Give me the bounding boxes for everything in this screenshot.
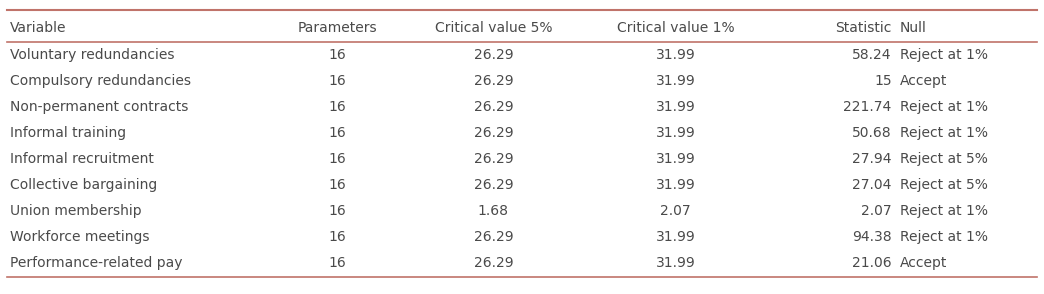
Text: Compulsory redundancies: Compulsory redundancies [9, 74, 191, 88]
Text: 31.99: 31.99 [656, 100, 695, 114]
Text: Reject at 1%: Reject at 1% [900, 100, 988, 114]
Text: Non-permanent contracts: Non-permanent contracts [9, 100, 188, 114]
Text: Union membership: Union membership [9, 204, 141, 218]
Text: 16: 16 [328, 230, 346, 244]
Text: 16: 16 [328, 178, 346, 192]
Text: 221.74: 221.74 [844, 100, 892, 114]
Text: 27.94: 27.94 [852, 152, 892, 166]
Text: 21.06: 21.06 [852, 256, 892, 270]
Text: Voluntary redundancies: Voluntary redundancies [9, 48, 174, 62]
Text: 31.99: 31.99 [656, 48, 695, 62]
Text: 26.29: 26.29 [474, 126, 514, 140]
Text: 2.07: 2.07 [861, 204, 892, 218]
Text: 26.29: 26.29 [474, 74, 514, 88]
Text: Null: Null [900, 21, 927, 35]
Text: 26.29: 26.29 [474, 152, 514, 166]
Text: 26.29: 26.29 [474, 100, 514, 114]
Text: 26.29: 26.29 [474, 256, 514, 270]
Text: 16: 16 [328, 74, 346, 88]
Text: 2.07: 2.07 [660, 204, 691, 218]
Text: Reject at 5%: Reject at 5% [900, 178, 988, 192]
Text: Informal recruitment: Informal recruitment [9, 152, 153, 166]
Text: 16: 16 [328, 48, 346, 62]
Text: 31.99: 31.99 [656, 230, 695, 244]
Text: Reject at 5%: Reject at 5% [900, 152, 988, 166]
Text: 26.29: 26.29 [474, 178, 514, 192]
Text: 16: 16 [328, 152, 346, 166]
Text: Collective bargaining: Collective bargaining [9, 178, 157, 192]
Text: 16: 16 [328, 204, 346, 218]
Text: 58.24: 58.24 [852, 48, 892, 62]
Text: Reject at 1%: Reject at 1% [900, 48, 988, 62]
Text: Accept: Accept [900, 74, 947, 88]
Text: 16: 16 [328, 126, 346, 140]
Text: 26.29: 26.29 [474, 230, 514, 244]
Text: 15: 15 [874, 74, 892, 88]
Text: Performance-related pay: Performance-related pay [9, 256, 183, 270]
Text: 26.29: 26.29 [474, 48, 514, 62]
Text: 31.99: 31.99 [656, 256, 695, 270]
Text: 31.99: 31.99 [656, 178, 695, 192]
Text: 31.99: 31.99 [656, 152, 695, 166]
Text: Critical value 5%: Critical value 5% [434, 21, 552, 35]
Text: 31.99: 31.99 [656, 126, 695, 140]
Text: 1.68: 1.68 [478, 204, 508, 218]
Text: 16: 16 [328, 256, 346, 270]
Text: Parameters: Parameters [298, 21, 377, 35]
Text: 31.99: 31.99 [656, 74, 695, 88]
Text: 94.38: 94.38 [852, 230, 892, 244]
Text: Statistic: Statistic [835, 21, 892, 35]
Text: Reject at 1%: Reject at 1% [900, 126, 988, 140]
Text: 27.04: 27.04 [852, 178, 892, 192]
Text: Accept: Accept [900, 256, 947, 270]
Text: Critical value 1%: Critical value 1% [617, 21, 734, 35]
Text: 16: 16 [328, 100, 346, 114]
Text: Workforce meetings: Workforce meetings [9, 230, 149, 244]
Text: Reject at 1%: Reject at 1% [900, 204, 988, 218]
Text: Variable: Variable [9, 21, 66, 35]
Text: Informal training: Informal training [9, 126, 126, 140]
Text: Reject at 1%: Reject at 1% [900, 230, 988, 244]
Text: 50.68: 50.68 [852, 126, 892, 140]
